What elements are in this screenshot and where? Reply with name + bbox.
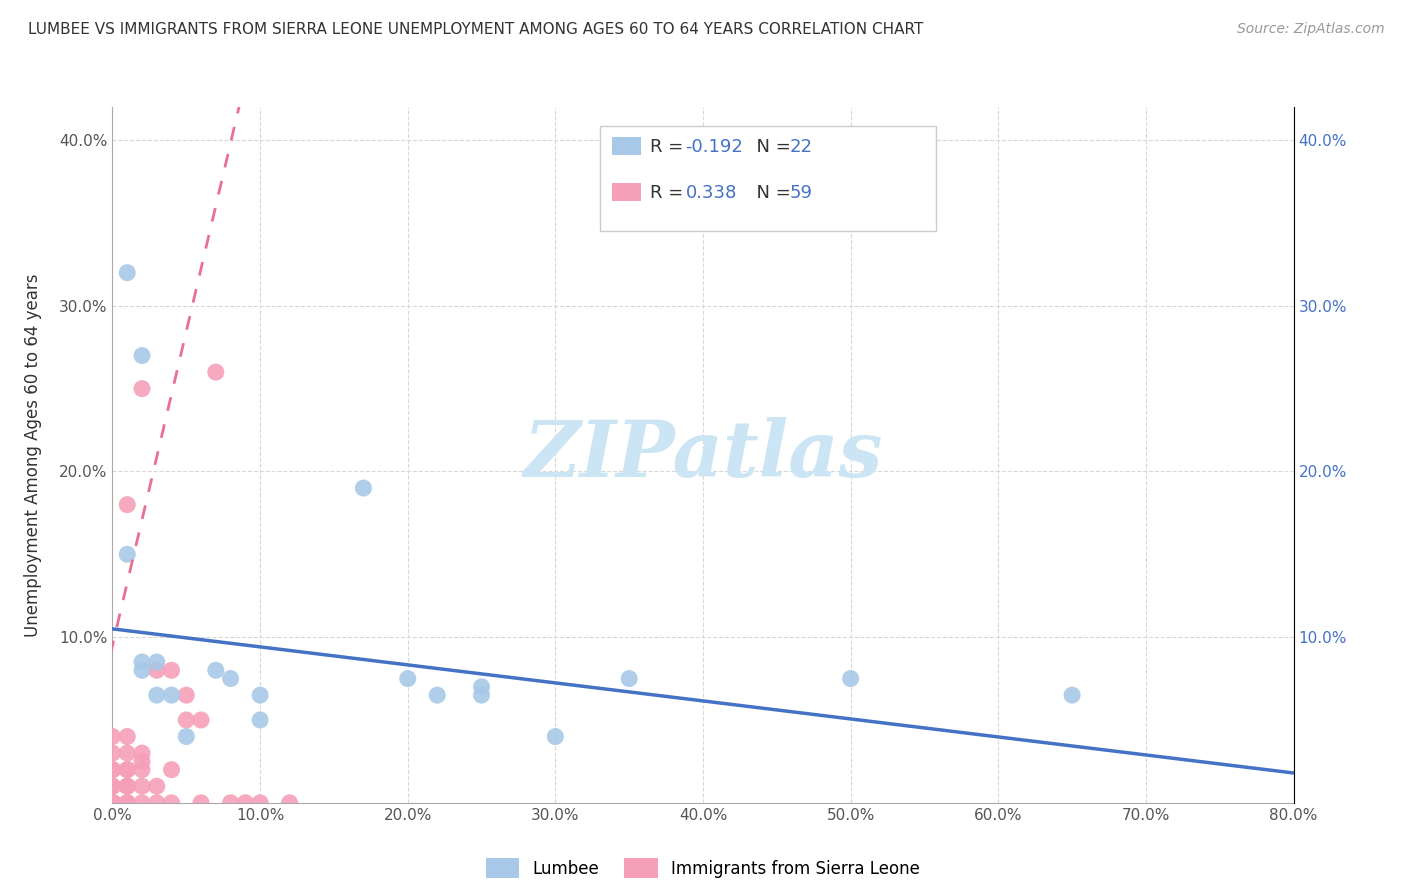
- Point: [131, 382, 153, 396]
- Point: [131, 779, 153, 793]
- Point: [174, 713, 197, 727]
- Point: [131, 655, 153, 669]
- Text: N =: N =: [745, 184, 796, 202]
- Text: 22: 22: [790, 137, 813, 156]
- Point: [101, 746, 124, 760]
- Point: [117, 266, 138, 280]
- Point: [117, 796, 138, 810]
- Point: [117, 796, 138, 810]
- Point: [219, 672, 242, 686]
- Point: [101, 796, 124, 810]
- Point: [278, 796, 301, 810]
- Point: [131, 763, 153, 777]
- Text: N =: N =: [745, 137, 796, 156]
- Point: [205, 663, 228, 677]
- Point: [117, 746, 138, 760]
- Point: [101, 779, 124, 793]
- Point: [101, 796, 124, 810]
- Point: [190, 796, 212, 810]
- Point: [249, 796, 271, 810]
- Point: [160, 688, 183, 702]
- Text: R =: R =: [651, 184, 689, 202]
- Point: [174, 688, 197, 702]
- Point: [101, 763, 124, 777]
- Point: [146, 663, 169, 677]
- Legend: Lumbee, Immigrants from Sierra Leone: Lumbee, Immigrants from Sierra Leone: [479, 851, 927, 885]
- Point: [101, 796, 124, 810]
- Point: [101, 763, 124, 777]
- Point: [101, 796, 124, 810]
- Text: Source: ZipAtlas.com: Source: ZipAtlas.com: [1237, 22, 1385, 37]
- Point: [131, 755, 153, 769]
- Point: [117, 779, 138, 793]
- Point: [117, 779, 138, 793]
- Point: [146, 796, 169, 810]
- Y-axis label: Unemployment Among Ages 60 to 64 years: Unemployment Among Ages 60 to 64 years: [24, 273, 42, 637]
- Point: [101, 763, 124, 777]
- Point: [146, 655, 169, 669]
- Point: [117, 763, 138, 777]
- Point: [190, 713, 212, 727]
- Text: LUMBEE VS IMMIGRANTS FROM SIERRA LEONE UNEMPLOYMENT AMONG AGES 60 TO 64 YEARS CO: LUMBEE VS IMMIGRANTS FROM SIERRA LEONE U…: [28, 22, 924, 37]
- Point: [219, 796, 242, 810]
- Point: [131, 746, 153, 760]
- Point: [101, 796, 124, 810]
- Point: [101, 796, 124, 810]
- Point: [117, 498, 138, 512]
- Point: [101, 796, 124, 810]
- Text: ZIPatlas: ZIPatlas: [523, 417, 883, 493]
- Point: [146, 688, 169, 702]
- Point: [101, 796, 124, 810]
- Point: [174, 730, 197, 744]
- Point: [101, 779, 124, 793]
- Point: [426, 688, 449, 702]
- Point: [131, 663, 153, 677]
- Point: [101, 796, 124, 810]
- Point: [146, 779, 169, 793]
- Point: [839, 672, 862, 686]
- Point: [101, 796, 124, 810]
- Point: [117, 779, 138, 793]
- Point: [117, 730, 138, 744]
- Point: [249, 713, 271, 727]
- Point: [544, 730, 567, 744]
- Point: [117, 796, 138, 810]
- Point: [117, 547, 138, 561]
- Point: [470, 680, 494, 694]
- Point: [249, 688, 271, 702]
- Point: [396, 672, 419, 686]
- Point: [101, 796, 124, 810]
- Point: [160, 663, 183, 677]
- Point: [131, 796, 153, 810]
- Point: [160, 763, 183, 777]
- Text: 0.338: 0.338: [686, 184, 737, 202]
- Point: [101, 796, 124, 810]
- Text: 59: 59: [790, 184, 813, 202]
- Point: [233, 796, 256, 810]
- Point: [619, 672, 641, 686]
- Text: R =: R =: [651, 137, 689, 156]
- Point: [101, 779, 124, 793]
- Point: [131, 349, 153, 363]
- Point: [160, 796, 183, 810]
- Point: [117, 763, 138, 777]
- Point: [101, 796, 124, 810]
- Point: [101, 796, 124, 810]
- Text: -0.192: -0.192: [686, 137, 744, 156]
- Point: [101, 796, 124, 810]
- Point: [101, 763, 124, 777]
- Point: [352, 481, 374, 495]
- Point: [470, 688, 494, 702]
- Point: [101, 796, 124, 810]
- Point: [205, 365, 228, 379]
- Point: [1062, 688, 1084, 702]
- Point: [101, 730, 124, 744]
- Point: [101, 779, 124, 793]
- Point: [101, 796, 124, 810]
